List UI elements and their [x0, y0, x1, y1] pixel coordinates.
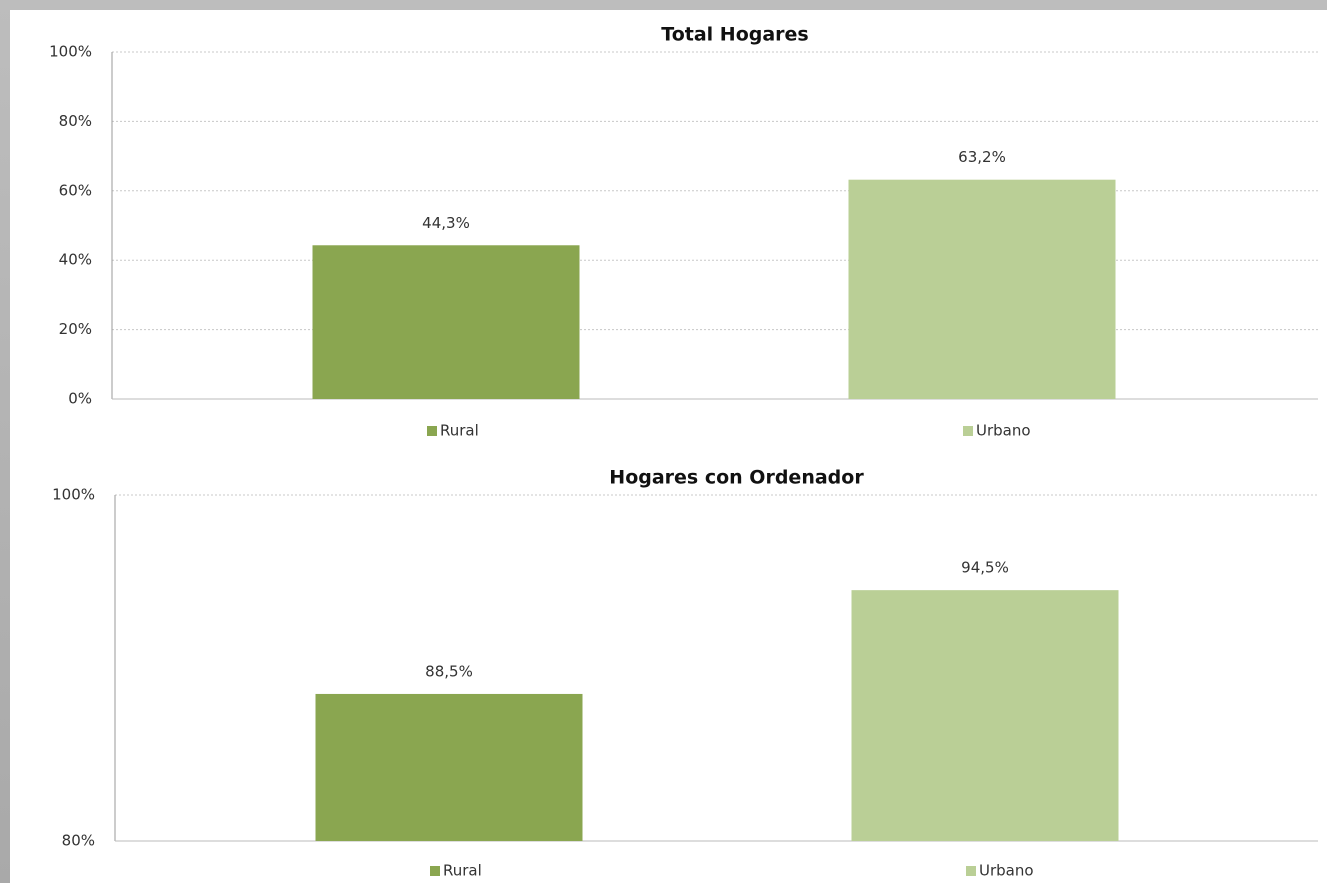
bar	[848, 179, 1116, 399]
data-label: 88,5%	[425, 662, 473, 680]
y-tick-label: 0%	[68, 390, 92, 408]
y-tick-label: 60%	[59, 181, 92, 199]
y-tick-label: 20%	[59, 320, 92, 338]
y-tick-label: 80%	[62, 832, 95, 850]
data-label: 44,3%	[422, 214, 470, 232]
y-tick-label: 100%	[52, 486, 95, 504]
legend-swatch	[966, 866, 976, 876]
data-label: 94,5%	[961, 559, 1009, 577]
legend-label: Urbano	[976, 422, 1031, 440]
legend-label: Rural	[440, 422, 479, 440]
panel	[10, 10, 1327, 883]
y-tick-label: 40%	[59, 251, 92, 269]
legend-label: Urbano	[979, 862, 1034, 880]
data-label: 63,2%	[958, 148, 1006, 166]
bar	[851, 590, 1119, 841]
y-tick-label: 100%	[49, 43, 92, 61]
bar	[312, 245, 580, 399]
legend-label: Rural	[443, 862, 482, 880]
chart-title: Hogares con Ordenador	[609, 467, 864, 489]
legend-swatch	[430, 866, 440, 876]
chart-title: Total Hogares	[661, 24, 808, 46]
legend-swatch	[427, 426, 437, 436]
legend-swatch	[963, 426, 973, 436]
bar	[315, 693, 583, 841]
y-tick-label: 80%	[59, 112, 92, 130]
